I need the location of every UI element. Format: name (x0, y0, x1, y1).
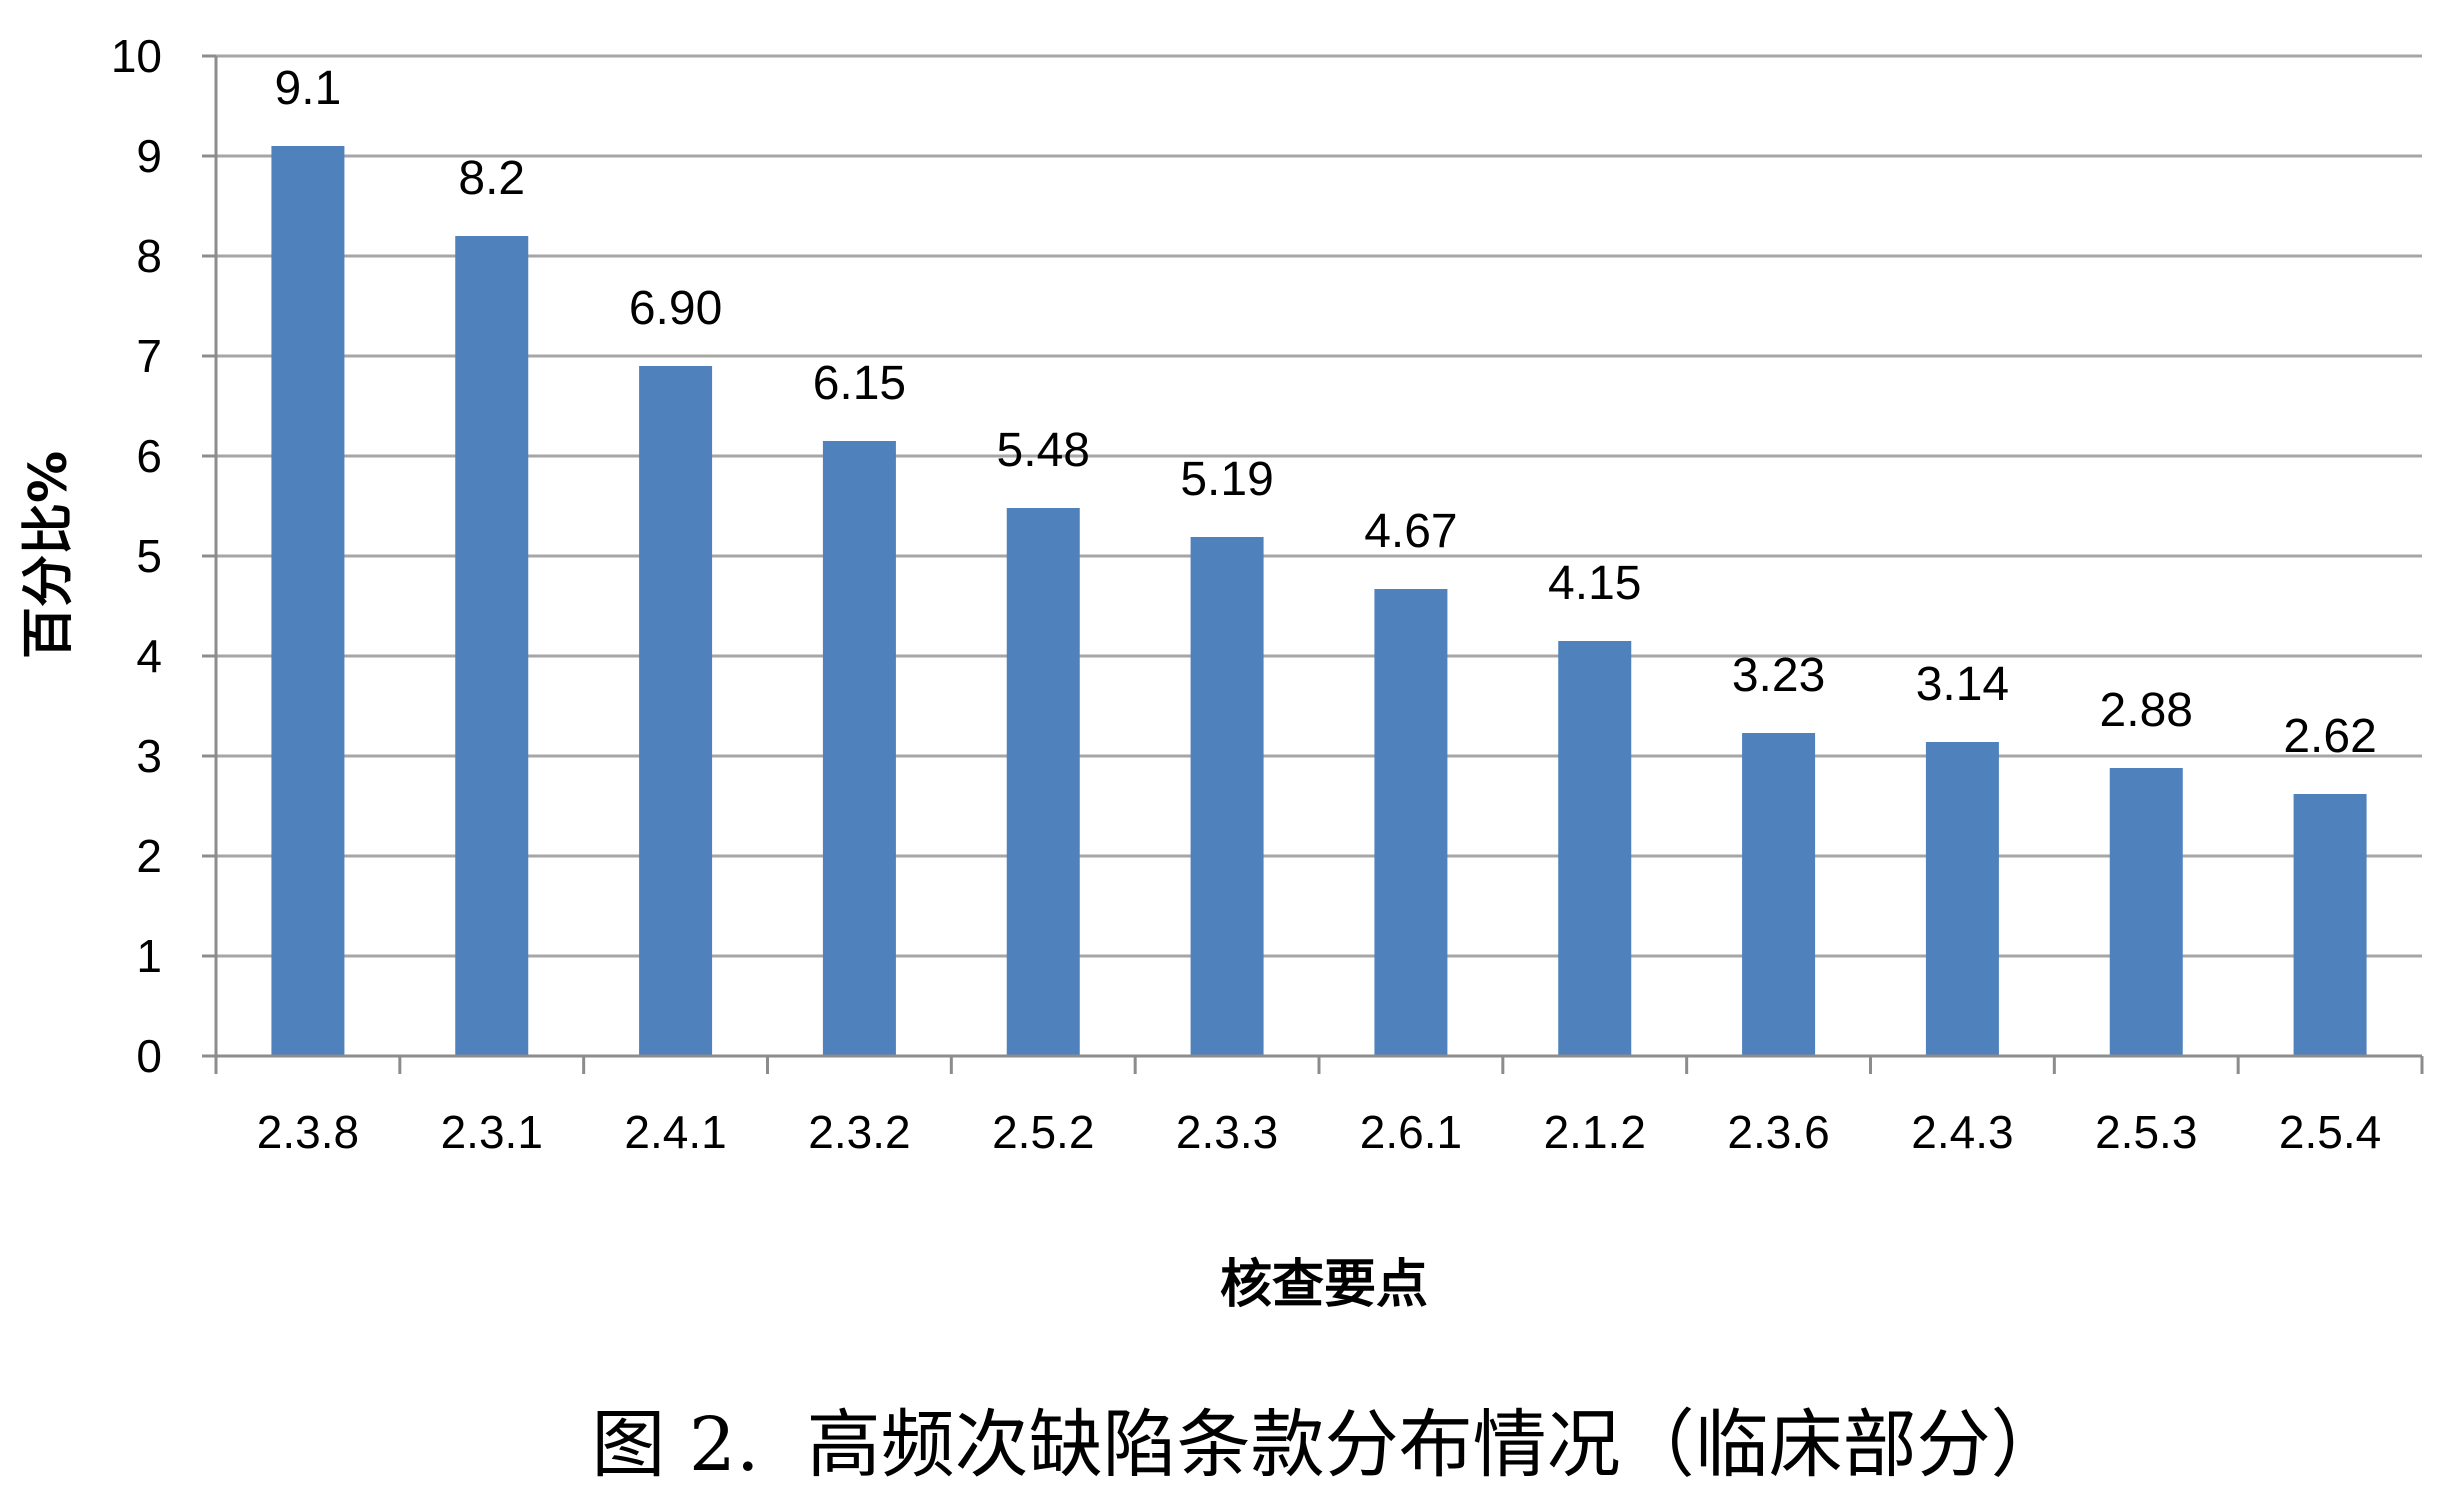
y-tick-label: 10 (111, 30, 162, 82)
y-tick-label: 8 (136, 230, 162, 282)
bar-2.1.2 (1558, 641, 1632, 1056)
data-label: 2.88 (2100, 684, 2193, 737)
data-label: 4.67 (1364, 505, 1457, 558)
bars (271, 146, 2367, 1056)
x-tick-label: 2.3.2 (808, 1106, 910, 1158)
x-tick-label: 2.6.1 (1360, 1106, 1462, 1158)
x-tick-label: 2.4.3 (1911, 1106, 2013, 1158)
y-tick-labels: 0 1 2 3 4 5 6 7 8 9 10 (111, 30, 162, 1082)
bar-2.3.8 (271, 146, 345, 1056)
data-labels: 9.1 8.2 6.90 6.15 5.48 5.19 4.67 4.15 3.23 3.14 2.… (275, 62, 2377, 763)
y-tick-label: 0 (136, 1030, 162, 1082)
y-tick-label: 2 (136, 830, 162, 882)
data-label: 6.90 (629, 282, 722, 335)
data-label: 4.15 (1548, 557, 1641, 610)
bar-2.4.1 (639, 366, 713, 1056)
bar-2.3.6 (1742, 733, 1816, 1056)
data-label: 5.19 (1180, 453, 1273, 506)
gridlines (202, 54, 2424, 1074)
data-label: 3.23 (1732, 649, 1825, 702)
y-axis-title: 百分比% (19, 451, 79, 659)
x-tick-labels: 2.3.8 2.3.1 2.4.1 2.3.2 2.5.2 2.3.3 2.6.1 2.1.2… (257, 1106, 2381, 1158)
bar-2.4.3 (1925, 742, 1999, 1056)
data-label: 3.14 (1916, 658, 2009, 711)
bar-2.3.1 (455, 236, 529, 1056)
x-tick-label: 2.3.3 (1176, 1106, 1278, 1158)
x-tick-label: 2.5.2 (992, 1106, 1094, 1158)
y-tick-label: 6 (136, 430, 162, 482)
bar-2.6.1 (1374, 589, 1448, 1056)
data-label: 8.2 (458, 152, 525, 205)
data-label: 6.15 (813, 357, 906, 410)
y-tick-label: 1 (136, 930, 162, 982)
x-tick-label: 2.5.3 (2095, 1106, 2197, 1158)
figure-caption: 图 2. 高频次缺陷条款分布情况（临床部分） (591, 1402, 2064, 1488)
x-tick-label: 2.3.8 (257, 1106, 359, 1158)
data-label: 2.62 (2283, 710, 2376, 763)
x-tick-label: 2.3.1 (441, 1106, 543, 1158)
y-tick-label: 9 (136, 130, 162, 182)
bar-2.3.3 (1190, 537, 1264, 1056)
bar-2.5.3 (2109, 768, 2183, 1056)
x-tick-label: 2.1.2 (1544, 1106, 1646, 1158)
y-tick-label: 5 (136, 530, 162, 582)
x-tick-label: 2.3.6 (1727, 1106, 1829, 1158)
axes (214, 56, 2422, 1058)
x-tick-label: 2.4.1 (624, 1106, 726, 1158)
y-tick-label: 3 (136, 730, 162, 782)
y-tick-label: 4 (136, 630, 162, 682)
y-tick-label: 7 (136, 330, 162, 382)
bar-2.3.2 (822, 441, 896, 1056)
data-label: 5.48 (997, 424, 1090, 477)
bar-2.5.2 (1006, 508, 1080, 1056)
data-label: 9.1 (275, 62, 342, 115)
x-axis-title: 核查要点 (1220, 1255, 1428, 1315)
x-tick-label: 2.5.4 (2279, 1106, 2381, 1158)
bar-2.5.4 (2293, 794, 2367, 1056)
